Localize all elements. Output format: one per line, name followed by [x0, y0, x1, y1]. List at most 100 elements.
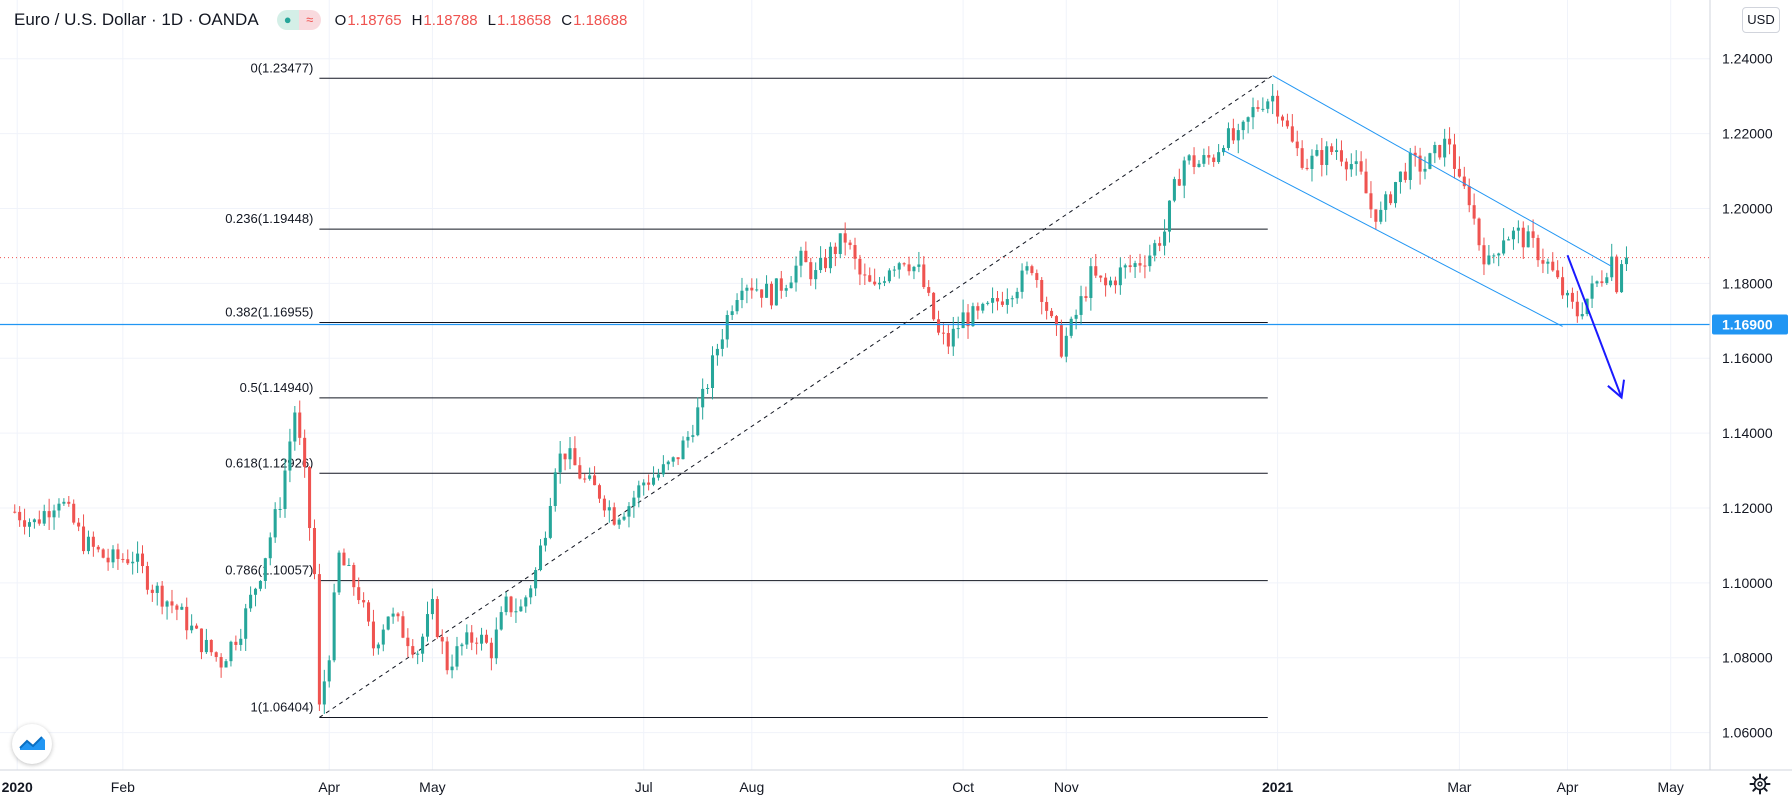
candle-body [322, 681, 326, 705]
symbol-title[interactable]: Euro / U.S. Dollar · 1D · OANDA [14, 10, 259, 29]
candle-body [1551, 261, 1555, 271]
candle-body [1511, 230, 1515, 240]
candle-body [656, 474, 660, 478]
candle-body [558, 453, 562, 473]
candle-body [848, 242, 852, 246]
candle-body [327, 660, 331, 682]
support-price-badge [1712, 314, 1788, 335]
candle-body [1605, 277, 1609, 284]
price-tick-label: 1.12000 [1722, 500, 1773, 516]
candle-body [116, 549, 120, 559]
candle-body [337, 552, 341, 593]
candle-body [1369, 193, 1373, 210]
price-tick-label: 1.08000 [1722, 650, 1773, 666]
ohlc-values: O1.18765 H1.18788 L1.18658 C1.18688 [335, 12, 628, 29]
candle-body [1477, 218, 1481, 246]
candle-body [1261, 108, 1265, 110]
price-tick-label: 1.06000 [1722, 725, 1773, 741]
candle-body [961, 312, 965, 329]
gear-icon[interactable] [1748, 772, 1772, 796]
candle-body [652, 477, 656, 485]
fibonacci-retracement[interactable]: 0(1.23477) 0.236(1.19448) 0.382(1.16955) 0.… [225, 60, 1273, 718]
candle-body [332, 592, 336, 661]
candle-body [882, 281, 887, 283]
trend-drawings[interactable] [0, 75, 1710, 400]
candle-body [475, 642, 479, 644]
candle-body [1389, 194, 1393, 204]
candle-body [145, 566, 149, 590]
candle-body [1462, 176, 1466, 187]
candle-body [1556, 270, 1560, 278]
candle-body [347, 565, 351, 567]
candle-body [897, 263, 901, 270]
candle-body [1467, 186, 1471, 206]
candle-body [710, 355, 715, 389]
candle-body [1069, 318, 1073, 336]
time-tick-label: Nov [1054, 779, 1079, 795]
candle-body [1010, 298, 1014, 300]
candle-body [52, 510, 56, 518]
candle-body [460, 644, 464, 647]
candle-body [986, 302, 990, 304]
candle-body [391, 613, 395, 617]
candle-body [224, 661, 228, 668]
candle-body [519, 606, 523, 612]
candle-body [1364, 171, 1368, 194]
candle-body [357, 587, 361, 601]
candle-body [180, 606, 184, 610]
candle-body [597, 485, 602, 499]
time-tick-label: Feb [111, 779, 135, 795]
candle-body [101, 549, 105, 558]
candle-body [1138, 263, 1142, 266]
candle-body [150, 589, 154, 593]
candle-body [838, 233, 842, 255]
candle-body [1590, 283, 1594, 299]
candle-body [1457, 168, 1461, 177]
candle-body [27, 522, 32, 527]
candle-body [563, 453, 567, 460]
candlestick-series[interactable] [13, 83, 1628, 714]
currency-button[interactable]: USD [1742, 7, 1780, 33]
forecast-arrow-line [1566, 254, 1623, 398]
candle-body [96, 546, 100, 550]
candle-body [440, 637, 444, 642]
price-axis[interactable]: 1.06000 1.08000 1.10000 1.12000 1.14000 1.160… [1709, 0, 1792, 804]
candle-body [47, 511, 51, 518]
candle-body [1143, 265, 1147, 267]
price-tick-label: 1.18000 [1722, 275, 1773, 291]
candle-body [465, 632, 469, 645]
visibility-toggle[interactable]: ● ≈ [276, 10, 321, 30]
wave-icon[interactable]: ≈ [298, 10, 321, 30]
candle-body [1236, 130, 1240, 141]
dot-icon[interactable]: ● [276, 10, 299, 30]
candle-body [499, 612, 503, 630]
candle-body [1280, 116, 1285, 121]
candle-body [1099, 275, 1103, 278]
candle-body [1256, 107, 1260, 109]
fib-level-label: 0.382(1.16955) [225, 304, 313, 319]
candle-body [937, 319, 941, 333]
candle-body [1207, 155, 1211, 158]
candle-body [37, 519, 41, 524]
candle-body [504, 596, 508, 613]
candle-body [1570, 292, 1574, 302]
candle-body [647, 482, 651, 485]
candle-body [258, 580, 262, 589]
tradingview-logo-icon[interactable] [12, 724, 52, 764]
time-axis-bg [0, 770, 1792, 804]
candle-body [67, 501, 71, 504]
time-axis[interactable]: 2020 Feb Apr May Jul Aug Oct Nov 2021 Mar Apr May [0, 769, 1792, 804]
candle-body [160, 585, 164, 607]
candle-body [195, 625, 199, 629]
candle-body [868, 275, 872, 282]
candle-body [298, 412, 302, 438]
candle-body [371, 621, 375, 649]
candle-body [1305, 167, 1309, 169]
candle-body [273, 509, 277, 538]
candle-body [735, 300, 739, 312]
fib-level-label: 0.786(1.10057) [225, 563, 313, 578]
price-tick-label: 1.14000 [1722, 425, 1773, 441]
candle-body [995, 298, 1000, 302]
candle-body [1241, 121, 1245, 131]
